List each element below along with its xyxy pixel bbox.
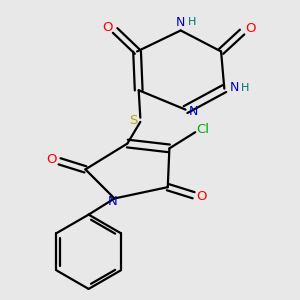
Text: O: O	[245, 22, 255, 35]
Text: N: N	[189, 105, 198, 118]
Text: H: H	[241, 82, 250, 93]
Text: O: O	[46, 153, 57, 166]
Text: O: O	[196, 190, 207, 203]
Text: N: N	[229, 81, 239, 94]
Text: N: N	[108, 195, 118, 208]
Text: H: H	[188, 17, 196, 27]
Text: Cl: Cl	[196, 123, 209, 136]
Text: O: O	[102, 21, 112, 34]
Text: N: N	[176, 16, 185, 29]
Text: S: S	[129, 114, 137, 128]
